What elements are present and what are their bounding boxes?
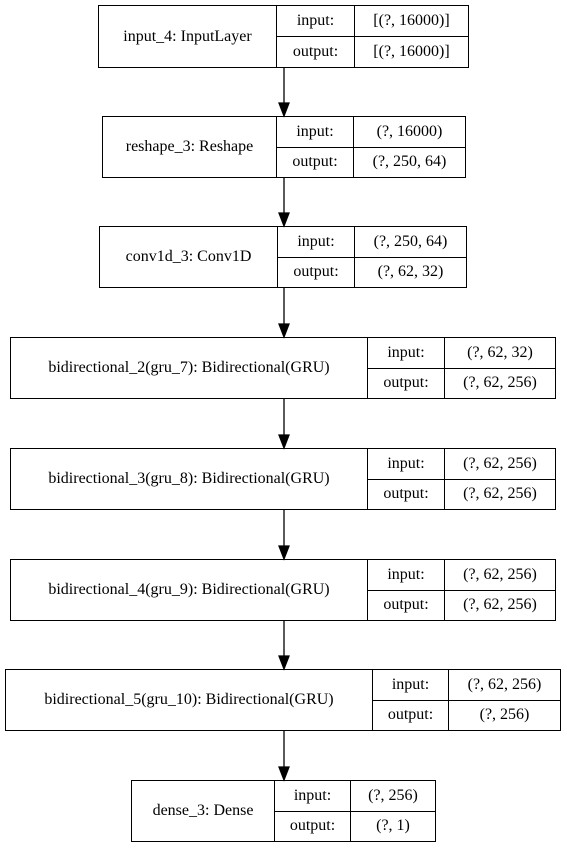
input-row: input: (?, 62, 256) — [373, 670, 560, 700]
input-row: input: (?, 62, 256) — [368, 560, 555, 590]
input-shape: (?, 62, 32) — [467, 343, 533, 361]
arrow-head-icon — [278, 323, 290, 339]
layer-node-bidirectional-5: bidirectional_5(gru_10): Bidirectional(G… — [5, 669, 561, 731]
output-label: output: — [275, 811, 351, 841]
input-label: input: — [275, 781, 351, 811]
input-label: input: — [368, 338, 445, 368]
layer-shapes: input: (?, 16000) output: (?, 250, 64) — [277, 117, 465, 177]
input-shape: (?, 16000) — [376, 122, 443, 140]
output-label: output: — [373, 700, 449, 730]
arrow-head-icon — [278, 545, 290, 561]
input-label: input: — [368, 560, 445, 590]
output-row: output: (?, 62, 32) — [278, 256, 466, 287]
output-label: output: — [278, 257, 355, 287]
input-label: input: — [373, 670, 449, 700]
layer-node-dense: dense_3: Dense input: (?, 256) output: (… — [131, 780, 436, 842]
layer-name: bidirectional_4(gru_9): Bidirectional(GR… — [11, 560, 368, 620]
input-row: input: (?, 62, 256) — [368, 449, 555, 479]
input-shape: (?, 250, 64) — [373, 232, 448, 250]
layer-shapes: input: [(?, 16000)] output: [(?, 16000)] — [277, 6, 468, 67]
output-shape: (?, 62, 32) — [377, 263, 444, 281]
output-label: output: — [277, 147, 354, 177]
output-label: output: — [368, 368, 445, 398]
arrow-head-icon — [278, 212, 290, 228]
layer-shapes: input: (?, 256) output: (?, 1) — [275, 781, 435, 841]
layer-node-bidirectional-2: bidirectional_2(gru_7): Bidirectional(GR… — [10, 337, 556, 399]
input-row: input: (?, 16000) — [277, 117, 465, 147]
layer-name: bidirectional_2(gru_7): Bidirectional(GR… — [11, 338, 368, 398]
arrow-head-icon — [278, 102, 290, 118]
output-shape: (?, 62, 256) — [463, 596, 537, 614]
arrow-head-icon — [278, 434, 290, 450]
layer-name: dense_3: Dense — [132, 781, 275, 841]
output-row: output: (?, 250, 64) — [277, 146, 465, 177]
layer-node-bidirectional-4: bidirectional_4(gru_9): Bidirectional(GR… — [10, 559, 556, 621]
input-label: input: — [278, 227, 355, 257]
input-shape: (?, 62, 256) — [463, 565, 537, 583]
layer-shapes: input: (?, 62, 256) output: (?, 256) — [373, 670, 560, 730]
layer-name: input_4: InputLayer — [99, 6, 277, 67]
input-label: input: — [368, 449, 445, 479]
input-row: input: (?, 250, 64) — [278, 227, 466, 257]
output-row: output: (?, 256) — [373, 699, 560, 730]
input-row: input: [(?, 16000)] — [277, 6, 468, 36]
output-row: output: (?, 1) — [275, 810, 435, 841]
input-label: input: — [277, 117, 354, 147]
layer-shapes: input: (?, 62, 256) output: (?, 62, 256) — [368, 560, 555, 620]
layer-name: bidirectional_5(gru_10): Bidirectional(G… — [6, 670, 373, 730]
layer-name: bidirectional_3(gru_8): Bidirectional(GR… — [11, 449, 368, 509]
arrow-head-icon — [278, 766, 290, 782]
output-shape: (?, 1) — [376, 817, 410, 835]
layer-shapes: input: (?, 62, 256) output: (?, 62, 256) — [368, 449, 555, 509]
layer-shapes: input: (?, 62, 32) output: (?, 62, 256) — [368, 338, 555, 398]
output-shape: (?, 62, 256) — [463, 374, 537, 392]
input-row: input: (?, 256) — [275, 781, 435, 811]
output-row: output: (?, 62, 256) — [368, 367, 555, 398]
output-shape: [(?, 16000)] — [373, 43, 450, 60]
output-row: output: (?, 62, 256) — [368, 589, 555, 620]
output-label: output: — [368, 479, 445, 509]
output-shape: (?, 62, 256) — [463, 485, 537, 503]
layer-name: reshape_3: Reshape — [103, 117, 277, 177]
layer-node-bidirectional-3: bidirectional_3(gru_8): Bidirectional(GR… — [10, 448, 556, 510]
output-shape: (?, 256) — [479, 706, 530, 724]
layer-shapes: input: (?, 250, 64) output: (?, 62, 32) — [278, 227, 466, 287]
input-shape: (?, 62, 256) — [463, 454, 537, 472]
input-shape: (?, 256) — [368, 786, 418, 804]
output-label: output: — [277, 37, 355, 67]
layer-node-input: input_4: InputLayer input: [(?, 16000)] … — [98, 5, 469, 68]
output-row: output: (?, 62, 256) — [368, 478, 555, 509]
layer-node-reshape: reshape_3: Reshape input: (?, 16000) out… — [102, 116, 466, 178]
output-row: output: [(?, 16000)] — [277, 36, 468, 67]
input-shape: (?, 62, 256) — [467, 675, 542, 693]
layer-name: conv1d_3: Conv1D — [100, 227, 278, 287]
layer-node-conv1d: conv1d_3: Conv1D input: (?, 250, 64) out… — [99, 226, 467, 288]
output-label: output: — [368, 590, 445, 620]
input-label: input: — [277, 6, 355, 36]
input-row: input: (?, 62, 32) — [368, 338, 555, 368]
arrow-head-icon — [278, 655, 290, 671]
input-shape: [(?, 16000)] — [373, 12, 450, 29]
output-shape: (?, 250, 64) — [372, 153, 447, 171]
